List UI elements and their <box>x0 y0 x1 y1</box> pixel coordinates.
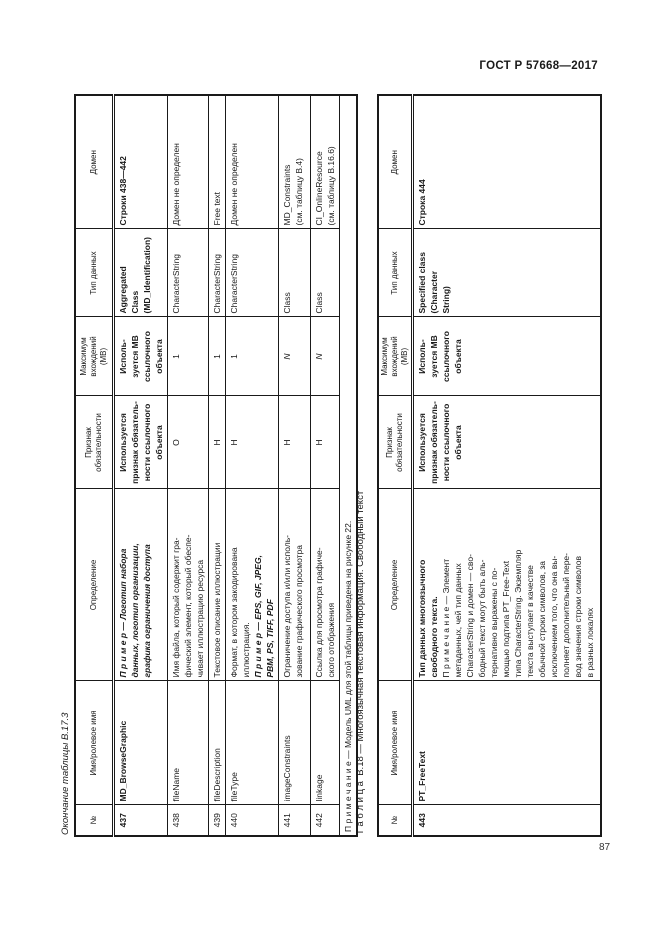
table-b18-block: № Имя/ролевое имя Определение Признак об… <box>377 94 602 837</box>
row-data-type: CharacterString <box>167 229 208 317</box>
row-obligation: Н <box>278 396 310 489</box>
col-header-domain: Домен <box>75 95 113 229</box>
row-name: PT_FreeText <box>412 681 601 805</box>
col-header-definition: Определение <box>378 489 413 681</box>
table-note-row: П р и м е ч а н и е — Модель UML для это… <box>339 95 357 836</box>
row-domain: Строки 438—442 <box>113 95 167 229</box>
table-row-438: 438 fileName Имя файла, который содержит… <box>167 95 208 836</box>
definition-example: П р и м е р — EPS, GIF, JPEG, PBM, PS, T… <box>252 555 275 678</box>
table-note: П р и м е ч а н и е — Модель UML для это… <box>339 95 357 836</box>
row-domain: Free text <box>208 95 225 229</box>
col-header-obligation: Признак обязательности <box>378 396 413 489</box>
table-row-437: 437 MD_BrowseGraphic П р и м е р — Логот… <box>113 95 167 836</box>
row-max-occurrence: 1 <box>225 317 278 396</box>
definition-example: П р и м е р — Логотип набора данных, лог… <box>117 543 152 678</box>
row-domain: Строка 444 <box>412 95 601 229</box>
col-header-obligation: Признак обязательности <box>75 396 113 489</box>
row-num: 440 <box>225 805 278 836</box>
row-data-type: Aggregated Class (MD_Identification) <box>113 229 167 317</box>
table-b17: № Имя/ролевое имя Определение Признак об… <box>74 94 358 837</box>
definition-text: Тип данных многоязычного свободного текс… <box>417 559 439 678</box>
header-row: № Имя/ролевое имя Определение Признак об… <box>75 95 113 836</box>
row-data-type: Class <box>278 229 310 317</box>
col-header-data-type: Тип данных <box>75 229 113 317</box>
col-header-definition: Определение <box>75 489 113 681</box>
row-data-type: Specified class (Character String) <box>412 229 601 317</box>
table-b17-block: № Имя/ролевое имя Определение Признак об… <box>74 94 358 837</box>
row-data-type: CharacterString <box>225 229 278 317</box>
col-header-data-type: Тип данных <box>378 229 413 317</box>
table-b18-caption: Т а б л и ц а В.18 — Многоязычная тексто… <box>355 490 366 835</box>
row-name: fileDescription <box>208 681 225 805</box>
row-name: MD_BrowseGraphic <box>113 681 167 805</box>
table-b17-caption-strip: Окончание таблицы В.17.3 <box>60 96 75 837</box>
page-number: 87 <box>599 842 611 853</box>
row-num: 443 <box>412 805 601 836</box>
row-obligation: Используется признак обязатель- ности сс… <box>113 396 167 489</box>
table-row-440: 440 fileType Формат, в котором закодиров… <box>225 95 278 836</box>
row-num: 441 <box>278 805 310 836</box>
row-name: fileType <box>225 681 278 805</box>
row-num: 439 <box>208 805 225 836</box>
row-domain: MD_Constraints (см. таблицу В.4) <box>278 95 310 229</box>
row-num: 437 <box>113 805 167 836</box>
row-num: 442 <box>310 805 339 836</box>
col-header-num: № <box>75 805 113 836</box>
col-header-name: Имя/ролевое имя <box>378 681 413 805</box>
row-max-occurrence: Исполь- зуется МВ ссылочного объекта <box>113 317 167 396</box>
row-domain: Домен не определен <box>225 95 278 229</box>
row-name: fileName <box>167 681 208 805</box>
row-max-occurrence: N <box>278 317 310 396</box>
col-header-name: Имя/ролевое имя <box>75 681 113 805</box>
table-row-443: 443 PT_FreeText Тип данных многоязычного… <box>412 95 601 836</box>
row-max-occurrence: Исполь- зуется МВ ссылочного объекта <box>412 317 601 396</box>
row-obligation: Н <box>208 396 225 489</box>
row-name: imageConstraints <box>278 681 310 805</box>
row-data-type: Class <box>310 229 339 317</box>
col-header-max-occurrence: Максимум вхождений (МВ) <box>378 317 413 396</box>
row-definition: Формат, в котором закодирована иллюстрац… <box>225 489 278 681</box>
header-row: № Имя/ролевое имя Определение Признак об… <box>378 95 413 836</box>
col-header-max-occurrence: Максимум вхождений (МВ) <box>75 317 113 396</box>
row-domain: Домен не определен <box>167 95 208 229</box>
table-b18-caption-strip: Т а б л и ц а В.18 — Многоязычная тексто… <box>355 96 372 837</box>
row-name: linkage <box>310 681 339 805</box>
row-obligation: Н <box>310 396 339 489</box>
table-row-442: 442 linkage Ссылка для просмотра графиче… <box>310 95 339 836</box>
col-header-domain: Домен <box>378 95 413 229</box>
row-obligation: Н <box>225 396 278 489</box>
row-definition: Тип данных многоязычного свободного текс… <box>412 489 601 681</box>
row-definition: Ограничение доступа и/или исполь- зовани… <box>278 489 310 681</box>
row-definition: Текстовое описание иллюстрации <box>208 489 225 681</box>
row-data-type: CharacterString <box>208 229 225 317</box>
table-row-439: 439 fileDescription Текстовое описание и… <box>208 95 225 836</box>
col-header-num: № <box>378 805 413 836</box>
table-b18: № Имя/ролевое имя Определение Признак об… <box>377 94 602 837</box>
table-b17-caption: Окончание таблицы В.17.3 <box>60 712 71 835</box>
row-max-occurrence: N <box>310 317 339 396</box>
doc-number: ГОСТ Р 57668—2017 <box>479 60 598 72</box>
row-obligation: Используется признак обязатель- ности сс… <box>412 396 601 489</box>
row-num: 438 <box>167 805 208 836</box>
table-row-441: 441 imageConstraints Ограничение доступа… <box>278 95 310 836</box>
row-max-occurrence: 1 <box>167 317 208 396</box>
definition-text: Формат, в котором закодирована иллюстрац… <box>228 547 251 678</box>
row-max-occurrence: 1 <box>208 317 225 396</box>
row-domain: CI_OnlineResource (см. таблицу В.16.6) <box>310 95 339 229</box>
definition-note: П р и м е ч а н и е — Элемент метаданных… <box>441 549 595 678</box>
row-definition: П р и м е р — Логотип набора данных, лог… <box>113 489 167 681</box>
row-definition: Имя файла, который содержит гра- фически… <box>167 489 208 681</box>
row-obligation: О <box>167 396 208 489</box>
row-definition: Ссылка для просмотра графиче- ского отоб… <box>310 489 339 681</box>
